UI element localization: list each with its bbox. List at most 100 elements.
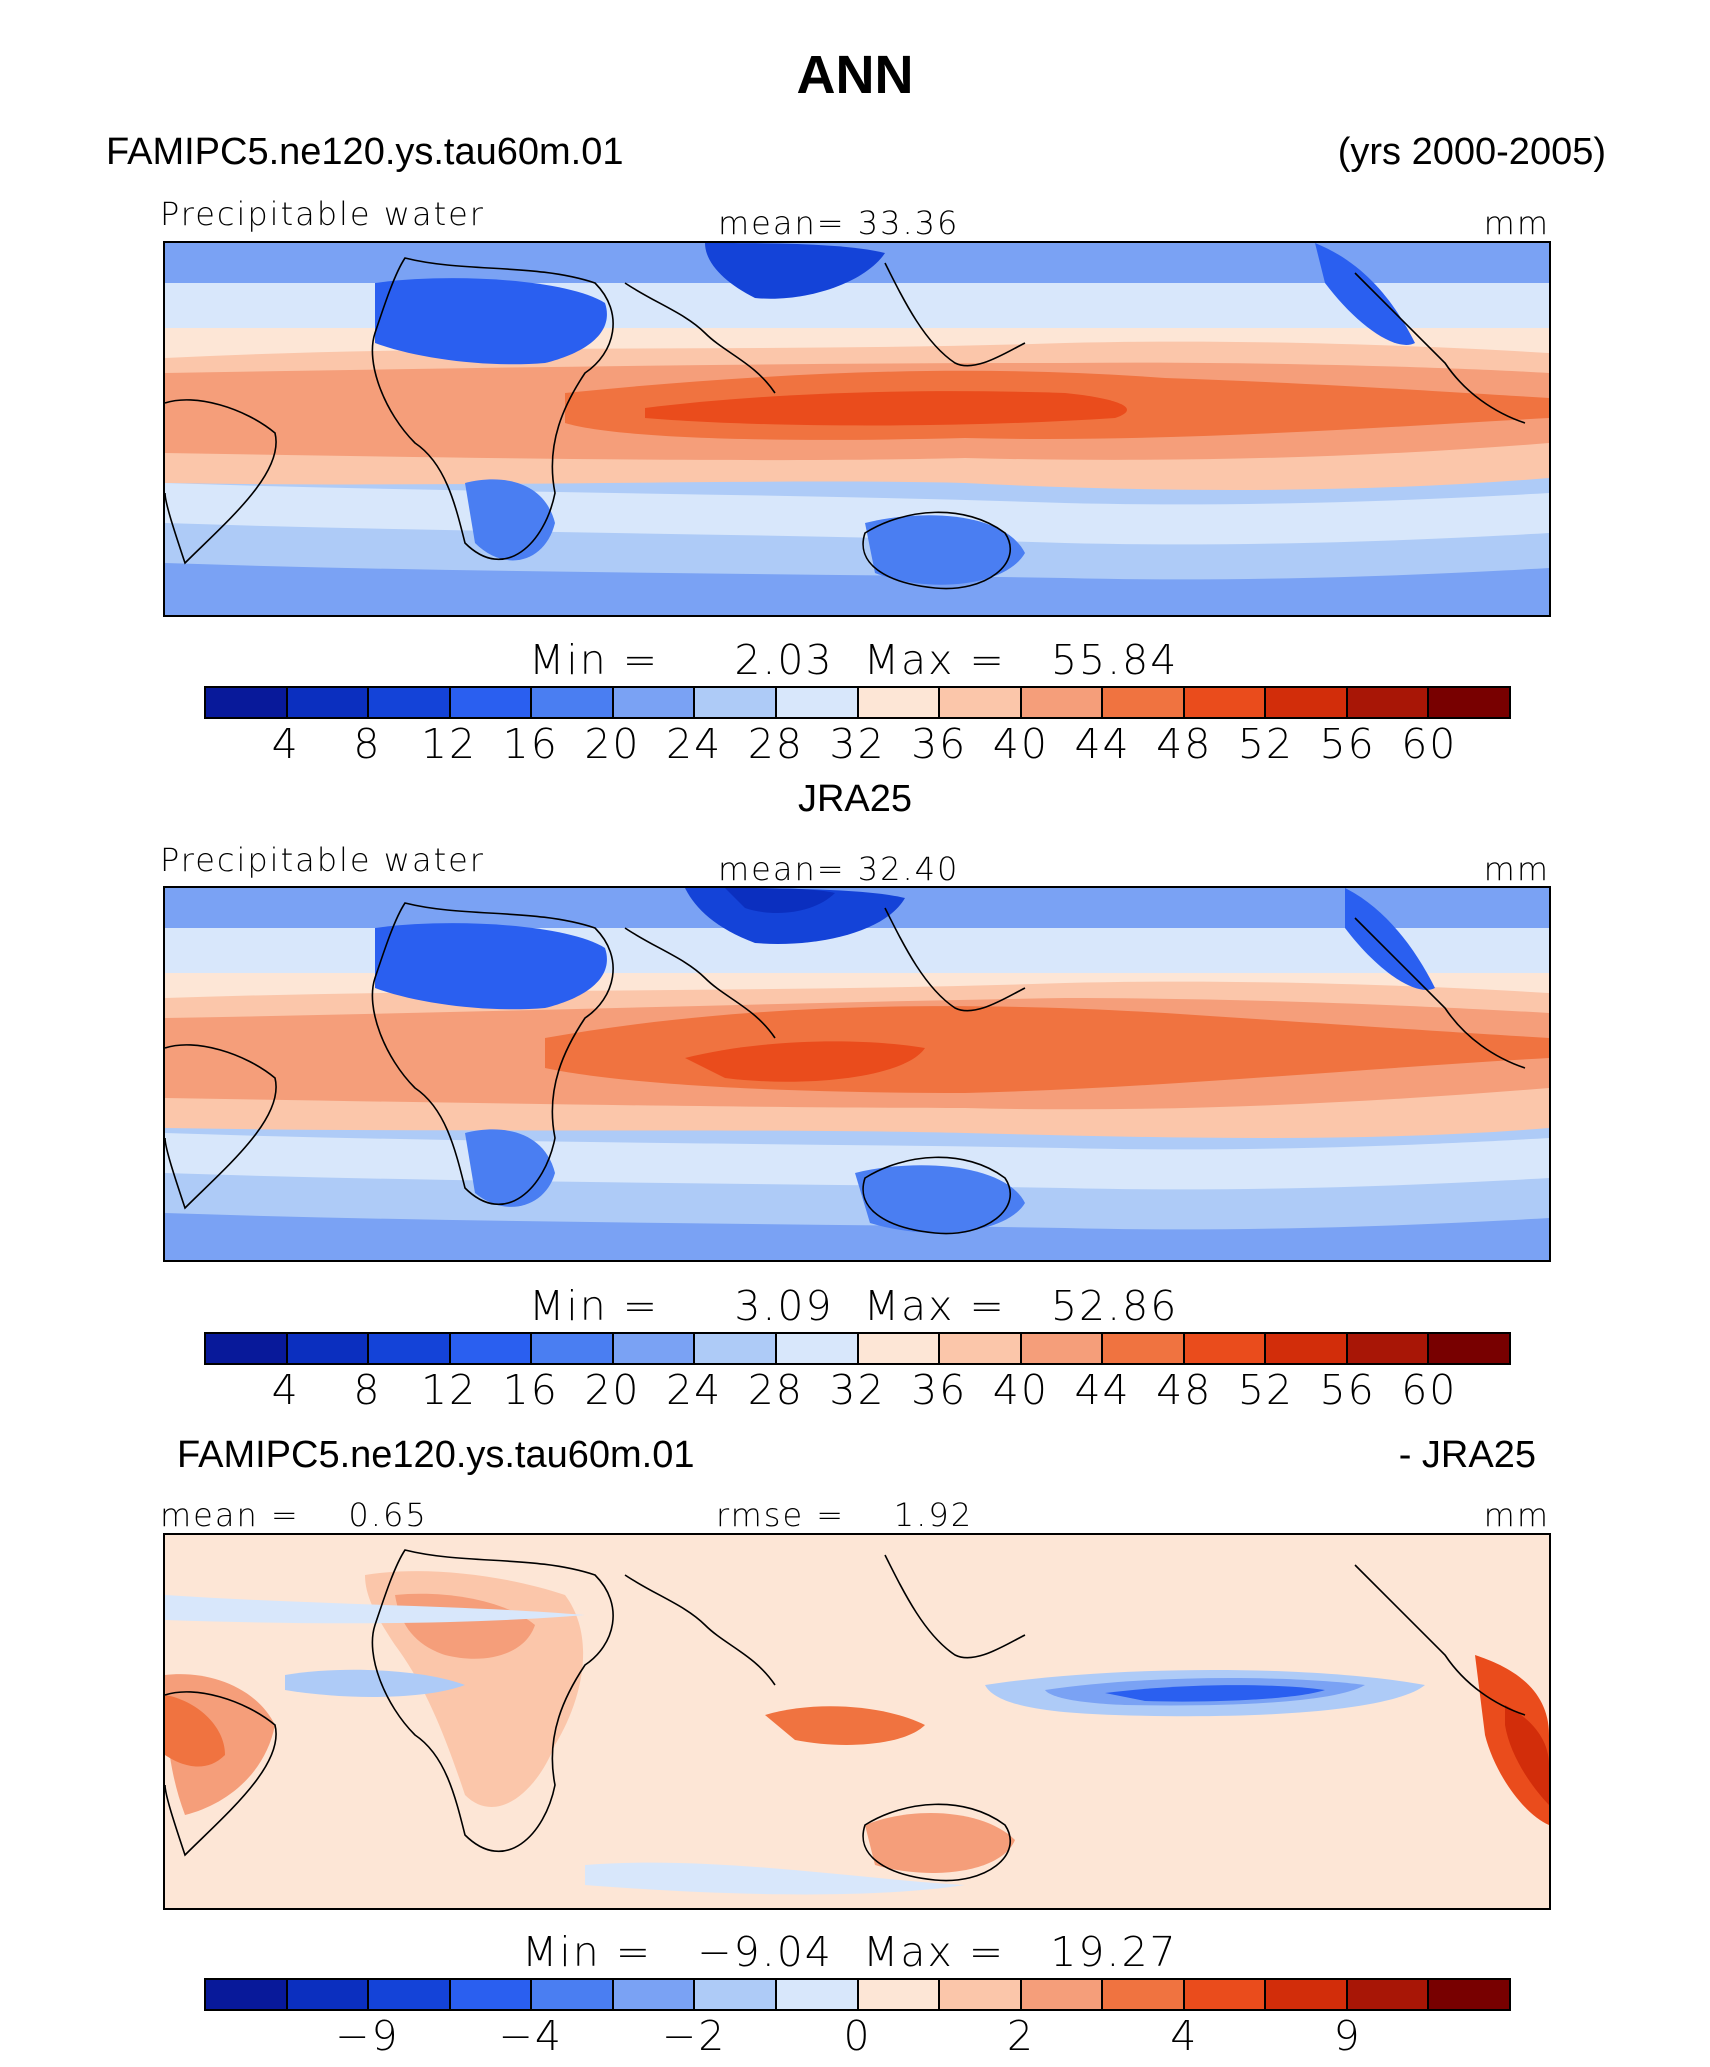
colorbar-tick-label: 8	[353, 1366, 382, 1414]
colorbar-bin	[858, 1980, 941, 2009]
colorbar-tick-label: 32	[829, 720, 886, 768]
colorbar-tick-label: 36	[911, 720, 968, 768]
colorbar-tick-label: 28	[747, 720, 804, 768]
panel2-colorbar-ticks: 4 8 12 16 20 24 28 32 36 40 44 48 52 56 60	[204, 1366, 1511, 1416]
colorbar-tick-label: 24	[666, 1366, 723, 1414]
colorbar-tick-label: 36	[911, 1366, 968, 1414]
panel3-mean-value: 0.65	[348, 1496, 428, 1534]
panel1-colorbar	[204, 686, 1511, 719]
panel1-colorbar-ticks: 4 8 12 16 20 24 28 32 36 40 44 48 52 56 60	[204, 720, 1511, 770]
main-title: ANN	[796, 45, 914, 105]
panel2-mean: mean= 32.40	[718, 850, 959, 888]
colorbar-tick-label: 32	[829, 1366, 886, 1414]
colorbar-tick-label: 4	[271, 1366, 300, 1414]
panel2-min-value: 3.09	[734, 1282, 834, 1330]
panel3-mean-label: mean =	[160, 1496, 300, 1534]
colorbar-tick-label: 16	[502, 720, 559, 768]
colorbar-tick-label: 44	[1074, 720, 1131, 768]
panel2-min-label: Min =	[529, 1282, 660, 1330]
colorbar-bin	[1429, 688, 1509, 717]
panel3-field	[165, 1535, 1549, 1908]
panel3-max-label: Max =	[862, 1928, 1006, 1976]
panel2-map	[163, 886, 1551, 1262]
panel1-min-value: 2.03	[734, 636, 834, 684]
panel3-colorbar	[204, 1978, 1511, 2011]
colorbar-bin	[287, 1334, 370, 1363]
panel1-mean-label: mean=	[718, 204, 846, 242]
colorbar-tick-label: 16	[502, 1366, 559, 1414]
panel1-map	[163, 241, 1551, 617]
colorbar-tick-label: 2	[1006, 2012, 1035, 2060]
panel3-min-value: −9.04	[697, 1928, 833, 1976]
colorbar-bin	[1103, 1334, 1185, 1363]
colorbar-bin	[1021, 688, 1104, 717]
colorbar-bin	[1266, 1334, 1348, 1363]
colorbar-bin	[532, 688, 614, 717]
colorbar-bin	[450, 1980, 533, 2009]
colorbar-bin	[1103, 1980, 1185, 2009]
panel1-min-label: Min =	[529, 636, 660, 684]
panel2-mean-label: mean=	[718, 850, 846, 888]
colorbar-tick-label: 20	[584, 720, 641, 768]
colorbar-bin	[940, 688, 1022, 717]
colorbar-tick-label: 9	[1333, 2012, 1362, 2060]
panel3-rmse-value: 1.92	[893, 1496, 974, 1534]
colorbar-bin	[613, 688, 696, 717]
colorbar-bin	[369, 1334, 451, 1363]
panel2-units: mm	[1483, 850, 1550, 888]
panel1-case-name: FAMIPC5.ne120.ys.tau60m.01	[106, 131, 624, 173]
panel1-mean: mean= 33.36	[718, 204, 959, 242]
colorbar-bin	[532, 1334, 614, 1363]
colorbar-tick-label: 56	[1319, 720, 1376, 768]
colorbar-bin	[695, 1980, 777, 2009]
colorbar-bin	[206, 1980, 288, 2009]
colorbar-tick-label: 0	[843, 2012, 872, 2060]
colorbar-bin	[1429, 1980, 1509, 2009]
panel1-max-label: Max =	[863, 636, 1006, 684]
colorbar-tick-label: 48	[1156, 720, 1213, 768]
colorbar-bin	[695, 1334, 777, 1363]
colorbar-tick-label: 12	[420, 720, 478, 768]
panel3-case-name: FAMIPC5.ne120.ys.tau60m.01	[177, 1434, 695, 1476]
panel3-rmse-label: rmse =	[716, 1496, 846, 1534]
colorbar-tick-label: 28	[747, 1366, 804, 1414]
colorbar-tick-label: 40	[992, 720, 1049, 768]
panel2-colorbar	[204, 1332, 1511, 1365]
colorbar-bin	[858, 1334, 941, 1363]
colorbar-tick-label: 4	[271, 720, 300, 768]
colorbar-bin	[1021, 1334, 1104, 1363]
colorbar-bin	[1103, 688, 1185, 717]
colorbar-tick-label: 4	[1170, 2012, 1199, 2060]
colorbar-tick-label: 40	[992, 1366, 1049, 1414]
colorbar-bin	[287, 688, 370, 717]
colorbar-bin	[1429, 1334, 1509, 1363]
colorbar-tick-label: 12	[420, 1366, 478, 1414]
colorbar-bin	[1184, 1334, 1267, 1363]
colorbar-bin	[1021, 1980, 1104, 2009]
panel3-rmse: rmse = 1.92	[716, 1496, 973, 1534]
colorbar-bin	[1347, 1980, 1430, 2009]
panel2-max-label: Max =	[863, 1282, 1006, 1330]
colorbar-bin	[776, 688, 859, 717]
panel2-minmax: Min = 3.09 Max = 52.86	[529, 1282, 1178, 1330]
colorbar-tick-label: 48	[1156, 1366, 1213, 1414]
colorbar-tick-label: 60	[1401, 1366, 1458, 1414]
panel3-colorbar-ticks: −9 −4 −2 0 2 4 9	[204, 2012, 1511, 2062]
panel1-max-value: 55.84	[1050, 636, 1179, 684]
panel1-years: (yrs 2000-2005)	[1337, 131, 1606, 173]
colorbar-bin	[450, 688, 533, 717]
panel2-field	[165, 888, 1549, 1260]
colorbar-tick-label: 24	[666, 720, 723, 768]
colorbar-bin	[1347, 1334, 1430, 1363]
panel1-minmax: Min = 2.03 Max = 55.84	[529, 636, 1178, 684]
colorbar-bin	[369, 688, 451, 717]
panel3-min-label: Min =	[522, 1928, 653, 1976]
colorbar-bin	[1347, 688, 1430, 717]
colorbar-bin	[287, 1980, 370, 2009]
colorbar-tick-label: 60	[1401, 720, 1458, 768]
panel1-units: mm	[1483, 204, 1550, 242]
panel3-max-value: 19.27	[1050, 1928, 1178, 1976]
panel3-minmax: Min = −9.04 Max = 19.27	[522, 1928, 1178, 1976]
colorbar-bin	[206, 1334, 288, 1363]
panel3-mean: mean = 0.65	[160, 1496, 428, 1534]
